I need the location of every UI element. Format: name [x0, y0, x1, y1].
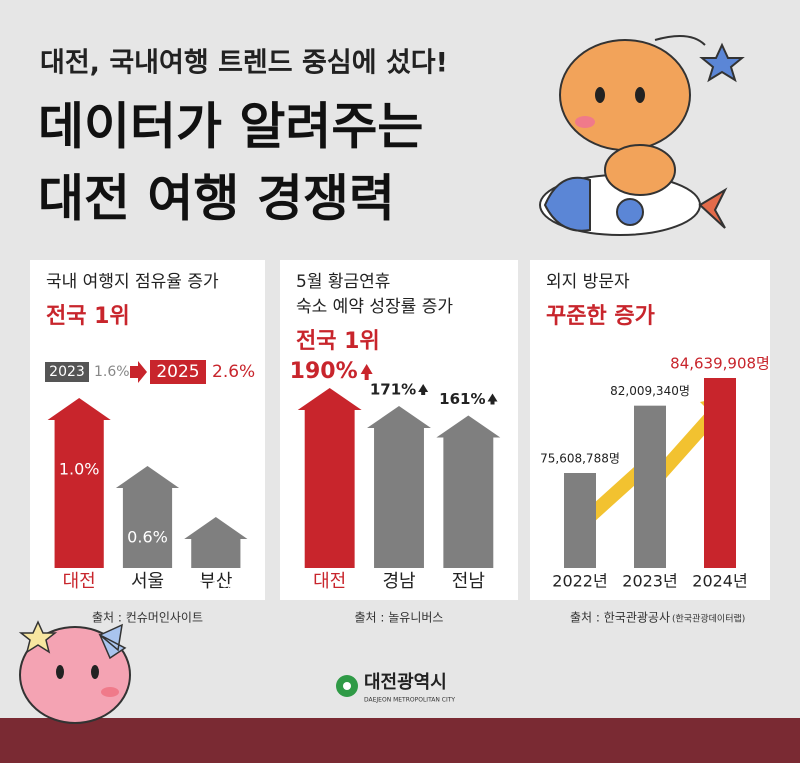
value-label: 190% — [290, 359, 358, 384]
source: 출처 : 놀유니버스 — [355, 611, 444, 625]
chart-title: 국내 여행지 점유율 증가 — [46, 272, 219, 292]
arrow — [130, 361, 147, 383]
title: 대전 여행 경쟁력 — [38, 170, 395, 228]
value-label: 82,009,340명 — [610, 384, 690, 398]
arrow-bar — [184, 517, 248, 568]
year-box — [150, 360, 206, 384]
bar — [634, 405, 666, 568]
share: 1.6% — [94, 364, 130, 380]
value-label: 1.0% — [59, 460, 100, 479]
year: 2025 — [156, 362, 199, 382]
chart-highlight: 전국 1위 — [296, 329, 380, 354]
up-arrow — [418, 384, 429, 395]
year: 2023 — [49, 364, 85, 380]
title: 데이터가 알려주는 — [38, 98, 423, 156]
arrow-bar — [367, 406, 431, 568]
chart-highlight: 전국 1위 — [46, 304, 130, 329]
share: 2.6% — [212, 362, 255, 382]
source: 출처 : 한국관광공사 — [570, 611, 670, 625]
bar — [564, 473, 596, 568]
arrow-bar — [115, 466, 180, 568]
category-label: 대전 — [313, 571, 346, 592]
chart-highlight: 꾸준한 증가 — [546, 304, 655, 329]
category-label: 서울 — [131, 571, 164, 592]
arrow-bar — [47, 398, 111, 568]
chart-title: 외지 방문자 — [546, 272, 630, 292]
subtitle: 대전, 국내여행 트렌드 중심에 섰다! — [40, 48, 448, 79]
up-arrow — [360, 364, 373, 380]
logo: 대전광역시 DAEJEON METROPOLITAN CITY — [336, 672, 455, 704]
chart-title: 숙소 예약 성장률 증가 — [296, 297, 453, 317]
category-label: 대전 — [63, 571, 96, 592]
year-box — [45, 362, 89, 382]
bar — [704, 378, 736, 568]
arrow-bar — [436, 415, 501, 568]
value-label: 171% — [370, 381, 416, 399]
value-label: 84,639,908명 — [670, 355, 770, 373]
arrow-bar — [297, 388, 362, 568]
chart-title: 5월 황금연휴 — [296, 272, 390, 292]
comparison: 2023 1.6% 2025 2.6% — [45, 360, 255, 384]
bottom-band — [0, 718, 800, 763]
value-label: 0.6% — [127, 528, 168, 547]
category-label: 경남 — [382, 571, 415, 592]
character-orange — [539, 35, 745, 236]
category-label: 전남 — [452, 571, 485, 592]
value-label: 161% — [439, 390, 485, 408]
value-label: 75,608,788명 — [540, 452, 620, 466]
category-label: 부산 — [199, 571, 232, 592]
category-label: 2024년 — [692, 572, 747, 591]
category-label: 2022년 — [552, 572, 607, 591]
category-label: 2023년 — [622, 572, 677, 591]
up-arrow — [487, 393, 498, 405]
logo-subtext: DAEJEON METROPOLITAN CITY — [364, 697, 455, 704]
logo-text: 대전광역시 — [364, 672, 447, 693]
source-note: (한국관광데이터랩) — [672, 613, 745, 625]
source: 출처 : 컨슈머인사이트 — [92, 611, 203, 625]
character-pink — [18, 620, 131, 724]
value-label: 0.3% — [196, 579, 237, 598]
